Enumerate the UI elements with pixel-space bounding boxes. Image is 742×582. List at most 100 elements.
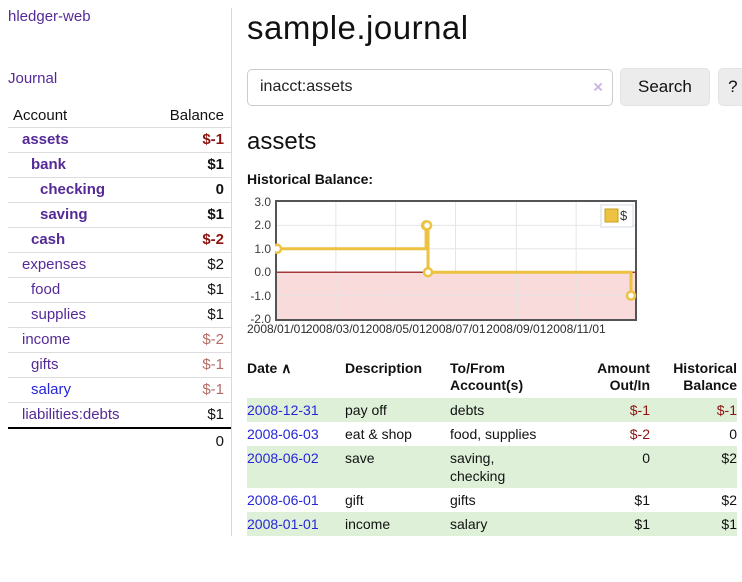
transaction-amount: $-1 [629,402,650,418]
main-content: sample.journal × Search ? assets Histori… [232,8,742,536]
sidebar-item-journal[interactable]: Journal [8,70,58,87]
transaction-amount: $1 [634,492,650,508]
accounts-header-balance: Balance [169,107,224,124]
transaction-balance: $-1 [716,402,737,418]
account-balance: $-2 [202,231,224,248]
account-row: salary $-1 [8,377,231,403]
search-button[interactable]: Search [620,68,710,106]
account-row: bank $1 [8,152,231,178]
account-balance: $1 [207,281,224,298]
accounts-total-balance: 0 [147,427,231,455]
transaction-date-link[interactable]: 2008-06-03 [247,426,319,442]
account-row: cash $-2 [8,227,231,253]
transaction-description: gift [345,492,364,508]
transaction-description: pay off [345,402,387,418]
y-tick-label: 3.0 [254,195,271,209]
search-box: × [247,68,613,106]
account-link[interactable]: assets [22,131,69,148]
transaction-date-link[interactable]: 2008-06-01 [247,492,319,508]
account-row: gifts $-1 [8,352,231,378]
sort-ascending-icon: ∧ [281,360,292,376]
register-header-date[interactable]: Date ∧ [247,360,292,376]
account-row: income $-2 [8,327,231,353]
account-balance: $1 [207,156,224,173]
balance-chart-plot: $ [275,200,637,321]
search-row: × Search ? [247,68,742,106]
register-row: 2008-06-03 eat & shop food, supplies $-2… [247,422,737,446]
account-balance: $1 [207,306,224,323]
transaction-accounts: debts [450,402,485,418]
account-link[interactable]: income [22,331,71,348]
account-balance: 0 [215,181,224,198]
register-row: 2008-12-31 pay off debts $-1 $-1 [247,398,737,422]
register-table: Date ∧ Description To/From Account(s) Am… [247,358,737,536]
accounts-total-row: 0 [8,427,231,455]
register-row: 2008-01-01 income salary $1 $1 [247,512,737,536]
account-link[interactable]: expenses [22,256,87,273]
register-header-accounts: To/From Account(s) [450,360,524,393]
account-link[interactable]: checking [40,181,106,198]
chart-x-axis: 2008/01/01 2008/03/01 2008/05/01 2008/07/01… [247,322,645,338]
accounts-header-account: Account [13,107,68,124]
accounts-header-row: Account Balance [8,104,231,128]
account-row: supplies $1 [8,302,231,328]
account-balance: $1 [207,206,224,223]
account-link[interactable]: liabilities:debts [22,406,120,423]
account-row: liabilities:debts $1 [8,402,231,429]
account-link[interactable]: food [31,281,61,298]
account-balance: $1 [207,406,224,423]
y-tick-label: 0.0 [254,265,271,280]
account-link[interactable]: bank [31,156,67,173]
y-tick-label: 2.0 [254,218,271,233]
chart-title: Historical Balance: [247,171,374,187]
transaction-accounts: saving, checking [450,450,506,484]
account-row: food $1 [8,277,231,303]
account-row: expenses $2 [8,252,231,278]
x-tick-label: 2008/05/01 [365,322,426,336]
account-row: assets $-1 [8,127,231,153]
account-row: checking 0 [8,177,231,203]
transaction-balance: $2 [721,450,737,466]
x-tick-label: 2008/03/01 [305,322,366,336]
transaction-description: eat & shop [345,426,412,442]
account-balance: $2 [207,256,224,273]
account-link[interactable]: supplies [31,306,87,323]
account-row: saving $1 [8,202,231,228]
transaction-accounts: gifts [450,492,476,508]
balance-chart: 3.0 2.0 1.0 0.0 -1.0 -2.0 $ 2008/01/01 2008/03… [247,195,645,338]
register-header-balance: Historical Balance [673,360,737,393]
x-tick-label: 2008/09/01 [486,322,547,336]
transaction-date-link[interactable]: 2008-06-02 [247,450,319,466]
y-tick-label: 1.0 [254,241,271,256]
search-input[interactable] [247,68,613,106]
account-link[interactable]: gifts [31,356,59,373]
x-tick-label: 2008/11/01 [546,322,606,336]
transaction-amount: 0 [642,450,650,466]
transaction-balance: $2 [721,492,737,508]
account-heading: assets [247,128,317,155]
clear-search-icon[interactable]: × [593,77,603,97]
account-balance: $-1 [202,131,224,148]
register-row: 2008-06-02 save saving, checking 0 $2 [247,446,737,488]
transaction-accounts: salary [450,516,488,532]
account-link[interactable]: cash [31,231,66,248]
transaction-amount: $1 [634,516,650,532]
chart-legend-label: $ [620,208,628,223]
x-tick-label: 2008/01/01 [246,322,308,336]
transaction-balance: $1 [721,516,737,532]
app-title: hledger-web [8,8,91,25]
transaction-date-link[interactable]: 2008-12-31 [247,402,319,418]
y-tick-label: -2.0 [250,312,271,326]
y-tick-label: -1.0 [250,288,271,303]
register-header-description: Description [345,360,423,376]
account-link[interactable]: salary [31,381,72,398]
register-header-row: Date ∧ Description To/From Account(s) Am… [247,358,737,398]
register-row: 2008-06-01 gift gifts $1 $2 [247,488,737,512]
page: hledger-web Journal Account Balance asse… [8,8,742,536]
transaction-description: income [345,516,391,532]
account-balance: $-2 [202,331,224,348]
help-button[interactable]: ? [717,68,742,106]
transaction-balance: 0 [729,426,737,442]
account-link[interactable]: saving [40,206,88,223]
transaction-date-link[interactable]: 2008-01-01 [247,516,319,532]
